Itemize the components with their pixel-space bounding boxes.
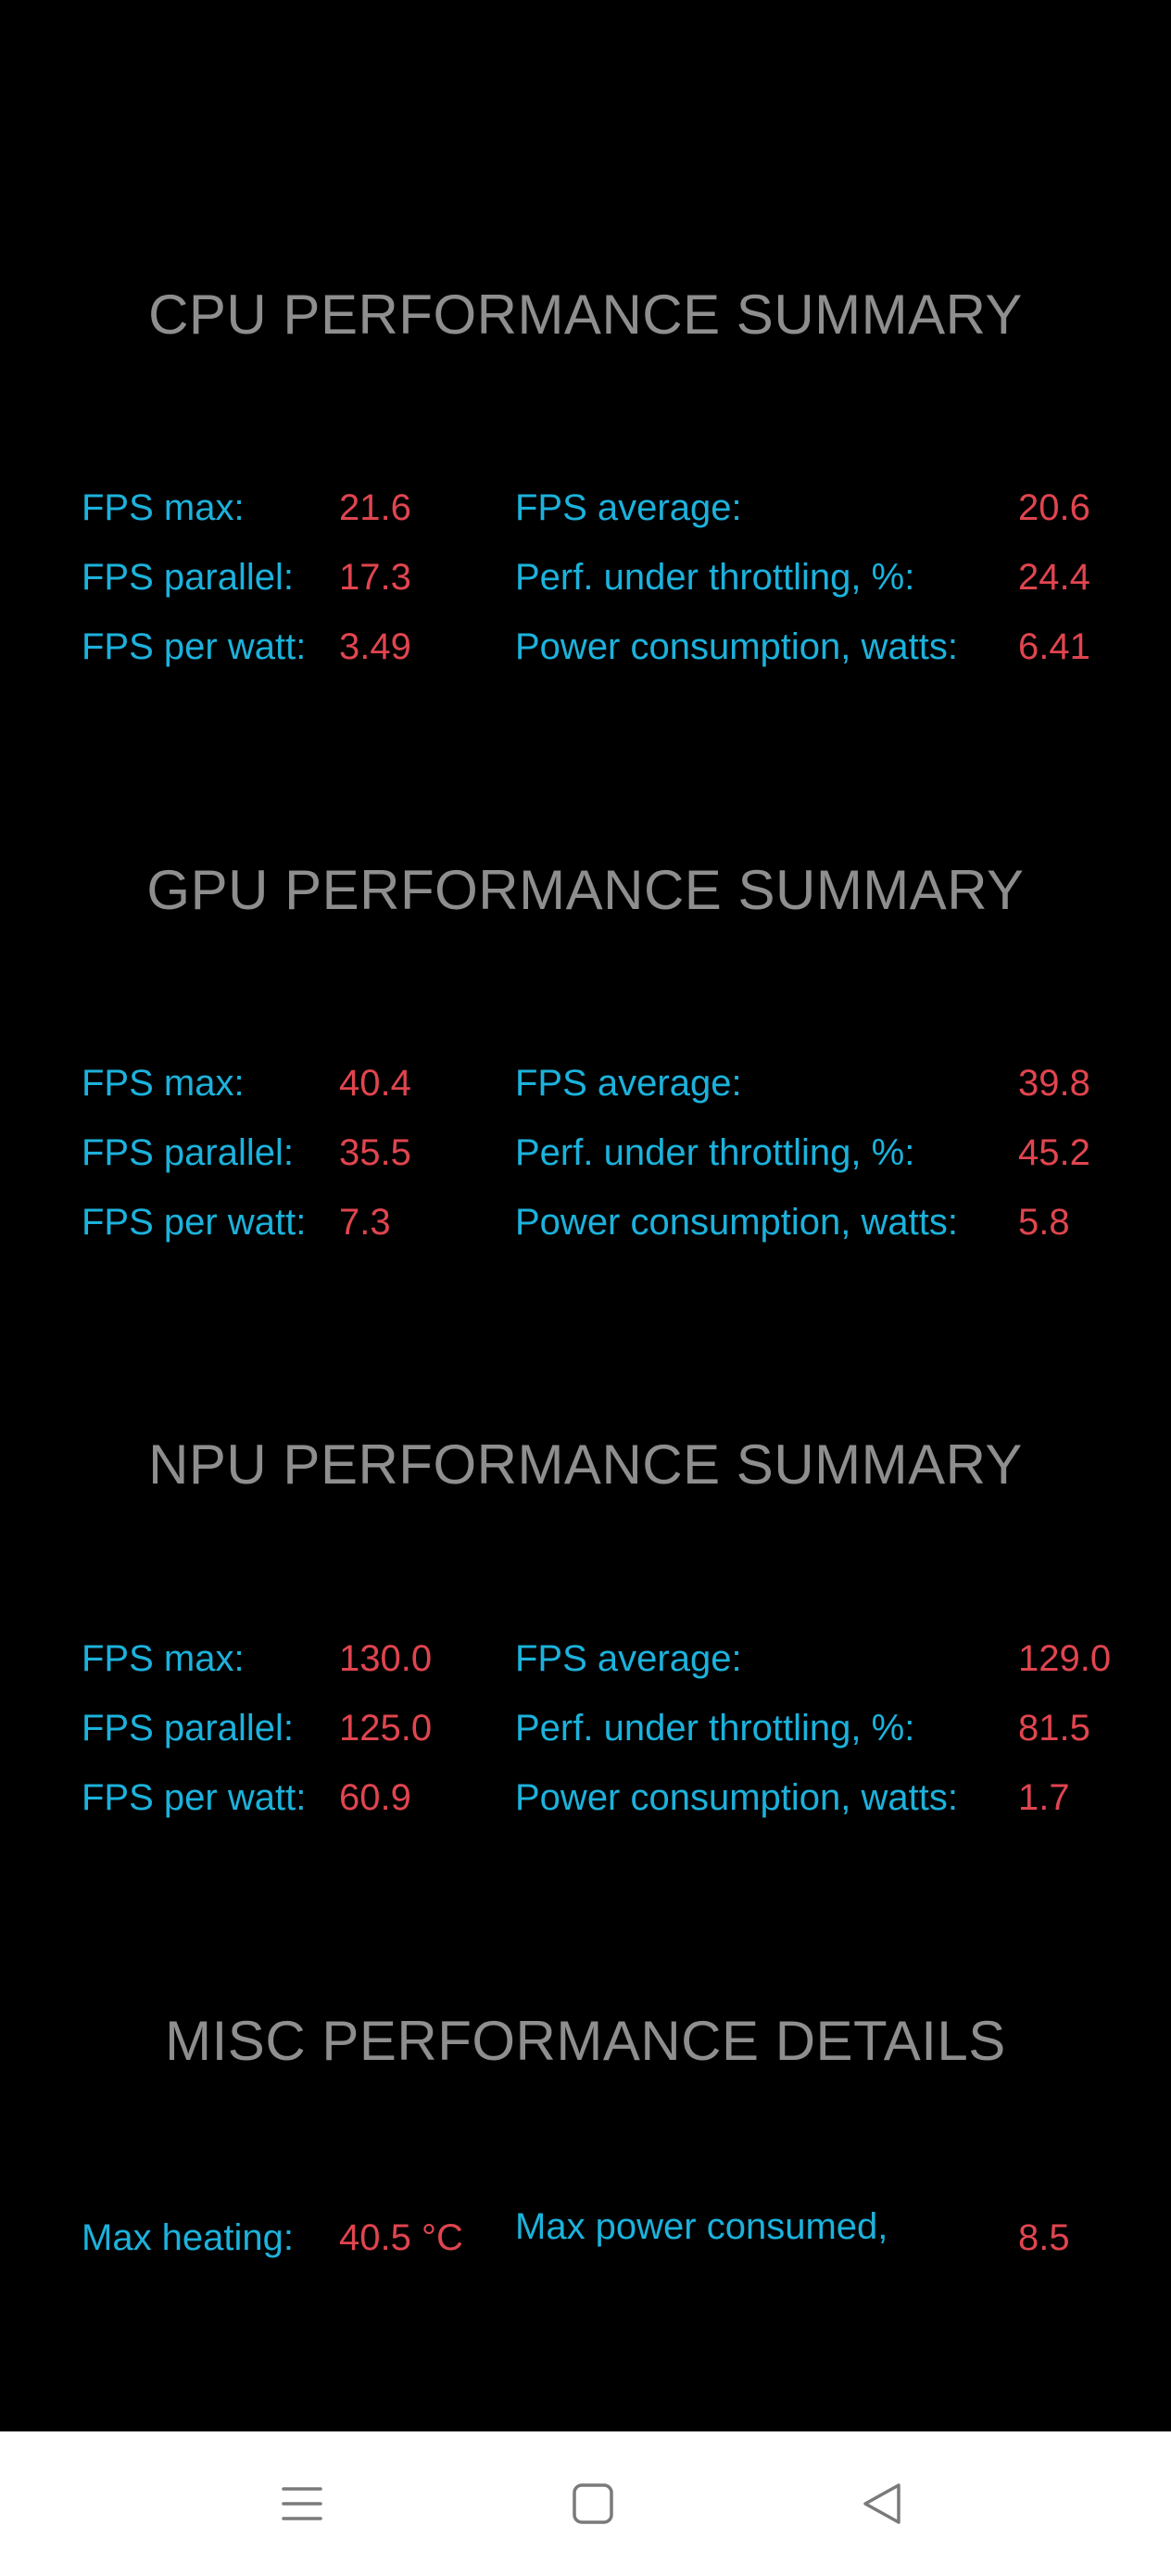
cpu-power-label: Power consumption, watts:: [515, 626, 958, 667]
gpu-fps-average-value: 39.8: [1018, 1063, 1090, 1104]
gpu-fps-per-watt-label: FPS per watt:: [82, 1202, 307, 1243]
npu-fps-average-label: FPS average:: [515, 1638, 742, 1679]
npu-fps-per-watt-value: 60.9: [339, 1777, 411, 1818]
max-heating-label: Max heating:: [82, 2217, 295, 2258]
max-power-value: 8.5: [1018, 2217, 1070, 2258]
cpu-row-1: FPS max: 21.6 FPS average: 20.6: [0, 485, 1171, 554]
misc-row-1: Max heating: 40.5 °C Max power consumed,…: [0, 2206, 1171, 2270]
npu-fps-average-value: 129.0: [1018, 1638, 1112, 1679]
gpu-fps-per-watt-value: 7.3: [339, 1202, 391, 1243]
npu-throttling-value: 81.5: [1018, 1708, 1090, 1749]
recents-menu-button[interactable]: [265, 2469, 339, 2539]
npu-fps-max-label: FPS max:: [82, 1638, 245, 1679]
results-screen: CPU PERFORMANCE SUMMARY FPS max: 21.6 FP…: [0, 284, 1171, 2270]
gpu-throttling-value: 45.2: [1018, 1132, 1090, 1173]
gpu-fps-parallel-value: 35.5: [339, 1132, 411, 1173]
menu-icon: [282, 2487, 322, 2520]
gpu-power-label: Power consumption, watts:: [515, 1202, 958, 1243]
cpu-fps-average-value: 20.6: [1018, 487, 1090, 528]
npu-power-value: 1.7: [1018, 1777, 1070, 1818]
gpu-fps-average-label: FPS average:: [515, 1063, 742, 1104]
npu-fps-per-watt-label: FPS per watt:: [82, 1777, 307, 1818]
system-navigation-bar: [0, 2431, 1171, 2576]
max-power-label: Max power consumed, watts:: [515, 2206, 888, 2261]
home-button[interactable]: [556, 2469, 630, 2539]
max-heating-value: 40.5 °C: [339, 2217, 463, 2258]
cpu-fps-max-label: FPS max:: [82, 487, 245, 528]
cpu-fps-parallel-value: 17.3: [339, 557, 411, 598]
gpu-fps-parallel-label: FPS parallel:: [82, 1132, 294, 1173]
gpu-power-value: 5.8: [1018, 1202, 1070, 1243]
cpu-fps-max-value: 21.6: [339, 487, 411, 528]
cpu-row-3: FPS per watt: 3.49 Power consumption, wa…: [0, 624, 1171, 693]
cpu-throttling-value: 24.4: [1018, 557, 1090, 598]
cpu-summary-title: CPU PERFORMANCE SUMMARY: [148, 284, 1023, 346]
cpu-fps-per-watt-label: FPS per watt:: [82, 626, 307, 667]
npu-row-1: FPS max: 130.0 FPS average: 129.0: [0, 1635, 1171, 1705]
npu-throttling-label: Perf. under throttling, %:: [515, 1708, 915, 1749]
misc-details-title: MISC PERFORMANCE DETAILS: [165, 2010, 1006, 2072]
gpu-fps-max-label: FPS max:: [82, 1063, 245, 1104]
cpu-fps-per-watt-value: 3.49: [339, 626, 411, 667]
npu-row-2: FPS parallel: 125.0 Perf. under throttli…: [0, 1705, 1171, 1774]
npu-fps-parallel-label: FPS parallel:: [82, 1708, 294, 1749]
cpu-power-value: 6.41: [1018, 626, 1090, 667]
gpu-row-2: FPS parallel: 35.5 Perf. under throttlin…: [0, 1130, 1171, 1199]
npu-row-3: FPS per watt: 60.9 Power consumption, wa…: [0, 1774, 1171, 1844]
cpu-throttling-label: Perf. under throttling, %:: [515, 557, 915, 598]
npu-power-label: Power consumption, watts:: [515, 1777, 958, 1818]
cpu-row-2: FPS parallel: 17.3 Perf. under throttlin…: [0, 554, 1171, 624]
cpu-fps-average-label: FPS average:: [515, 487, 742, 528]
gpu-throttling-label: Perf. under throttling, %:: [515, 1132, 915, 1173]
max-power-label-clip: Max power consumed, watts:: [515, 2203, 978, 2261]
cpu-fps-parallel-label: FPS parallel:: [82, 557, 294, 598]
back-button[interactable]: [845, 2469, 919, 2539]
gpu-row-1: FPS max: 40.4 FPS average: 39.8: [0, 1060, 1171, 1130]
npu-fps-parallel-value: 125.0: [339, 1708, 433, 1749]
npu-fps-max-value: 130.0: [339, 1638, 433, 1679]
triangle-back-icon: [863, 2483, 900, 2524]
gpu-summary-title: GPU PERFORMANCE SUMMARY: [146, 859, 1025, 921]
gpu-fps-max-value: 40.4: [339, 1063, 411, 1104]
gpu-row-3: FPS per watt: 7.3 Power consumption, wat…: [0, 1199, 1171, 1269]
npu-summary-title: NPU PERFORMANCE SUMMARY: [148, 1433, 1023, 1496]
square-home-icon: [573, 2483, 613, 2524]
